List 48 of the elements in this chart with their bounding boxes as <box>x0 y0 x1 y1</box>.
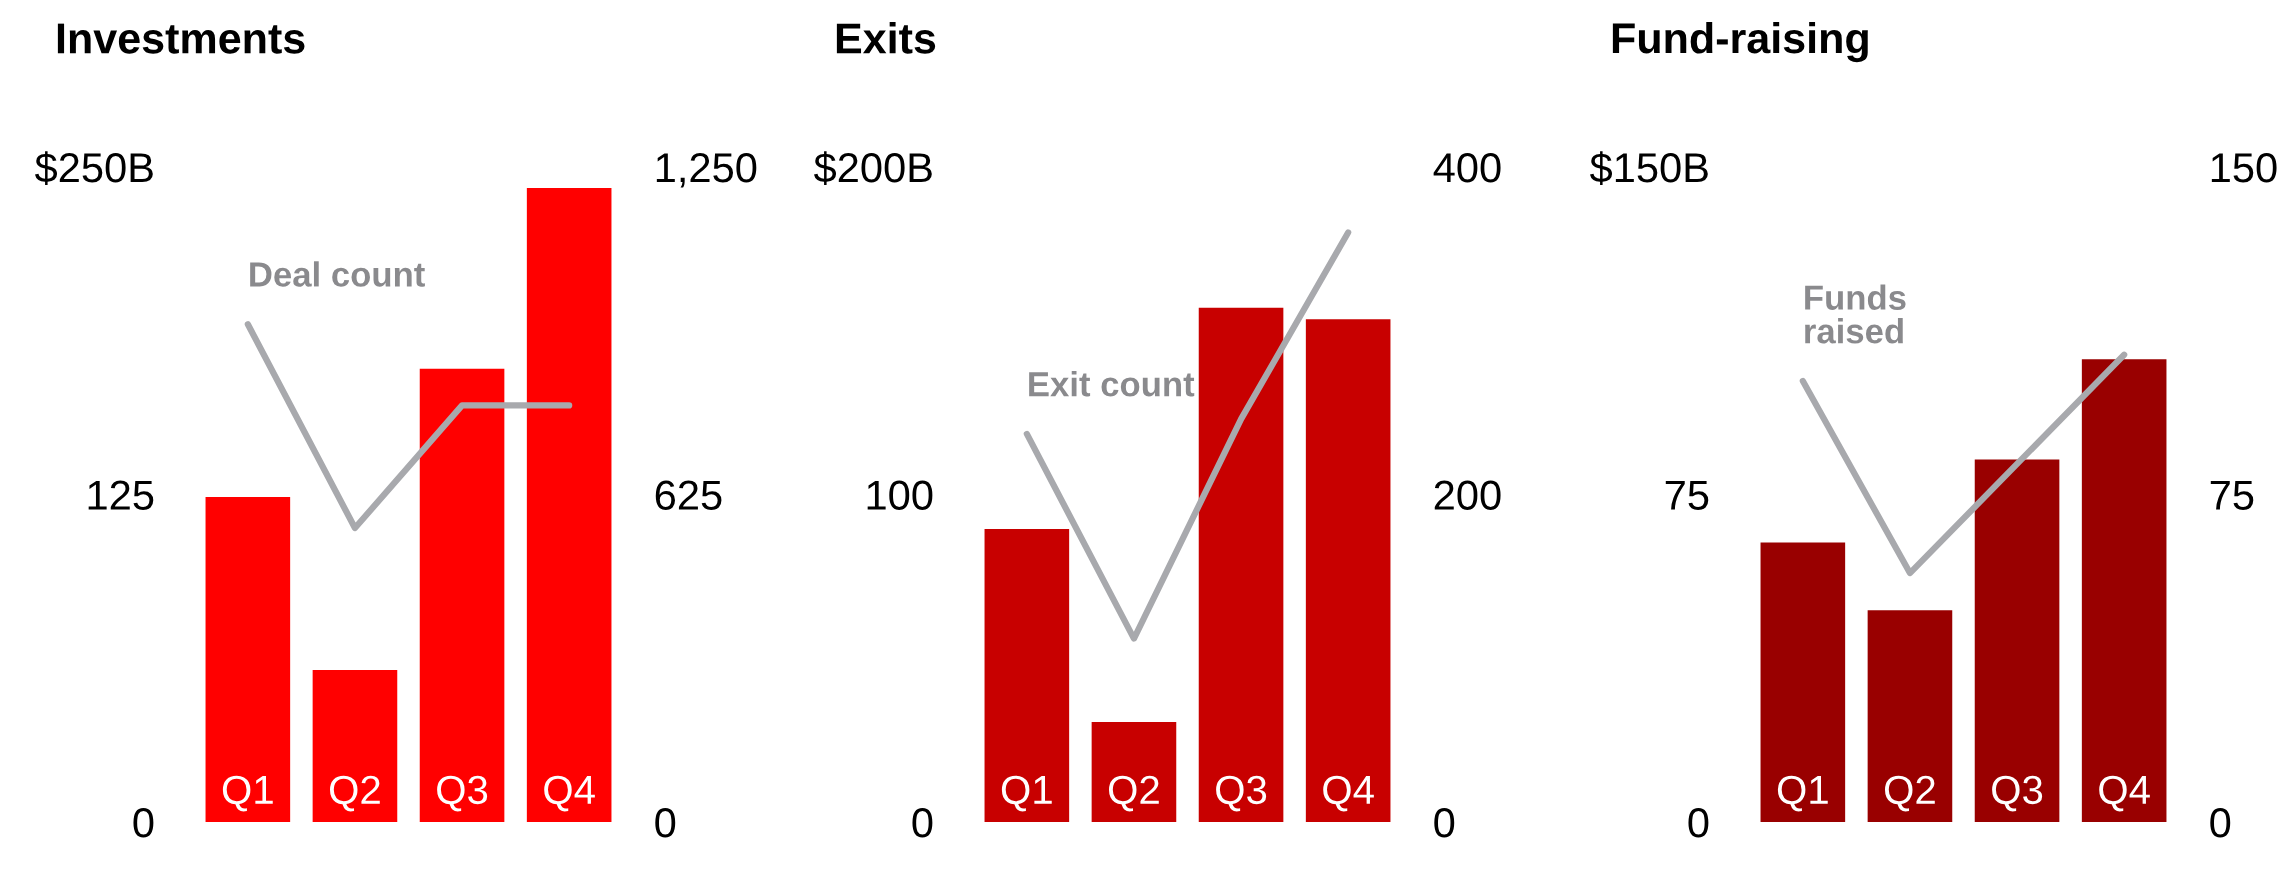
y-tick-label: 100 <box>867 480 933 511</box>
y2-tick-label: 625 <box>655 480 722 511</box>
chart-title: Exits <box>836 22 936 54</box>
x-tick-label: Q4 <box>544 775 595 812</box>
bar <box>205 497 291 822</box>
x-tick-label: Q3 <box>1216 775 1267 812</box>
bar <box>984 528 1070 822</box>
x-tick-label: Q4 <box>1323 775 1374 812</box>
chart-title: Fund-raising <box>1612 21 1868 63</box>
x-tick-label: Q1 <box>1001 775 1052 812</box>
y2-tick-label: 150 <box>2211 153 2277 183</box>
y-tick-label: 0 <box>1688 808 1709 838</box>
y2-tick-label: 0 <box>1434 808 1455 838</box>
x-tick-label: Q2 <box>1108 775 1159 812</box>
bar <box>419 368 505 822</box>
bar <box>1091 722 1177 822</box>
y-tick-label: $250B <box>34 151 153 185</box>
y2-tick-label: 75 <box>2210 480 2254 511</box>
y2-tick-label: 200 <box>1434 480 1501 511</box>
y-tick-label: 75 <box>1665 480 1709 511</box>
y-tick-label: 0 <box>912 808 933 838</box>
y-tick-label: $200B <box>813 151 932 185</box>
bar <box>1760 542 1846 822</box>
series-label: Funds raised <box>1805 284 1906 344</box>
y2-tick-label: 0 <box>655 808 676 838</box>
bar <box>312 670 398 822</box>
x-tick-label: Q3 <box>1992 775 2043 812</box>
chart-title: Investments <box>57 23 305 54</box>
x-tick-label: Q1 <box>1777 775 1828 812</box>
bar <box>1305 319 1391 822</box>
y2-tick-label: 0 <box>2210 808 2231 838</box>
x-tick-label: Q2 <box>329 775 380 812</box>
x-tick-label: Q3 <box>437 775 488 812</box>
y-tick-label: $150B <box>1589 151 1708 185</box>
x-tick-label: Q2 <box>1884 775 1935 812</box>
bar <box>1198 307 1284 822</box>
bar <box>1974 459 2060 822</box>
bar <box>2081 359 2167 822</box>
y2-tick-label: 400 <box>1433 153 1501 183</box>
x-tick-label: Q1 <box>222 775 273 812</box>
series-label: Deal count <box>250 261 425 287</box>
bar <box>1867 610 1953 822</box>
y-tick-label: 0 <box>133 808 154 838</box>
y-tick-label: 125 <box>88 480 154 511</box>
y2-tick-label: 1,250 <box>656 153 757 188</box>
bar <box>526 187 612 822</box>
x-tick-label: Q4 <box>2099 775 2150 812</box>
series-label: Exit count <box>1029 370 1195 397</box>
